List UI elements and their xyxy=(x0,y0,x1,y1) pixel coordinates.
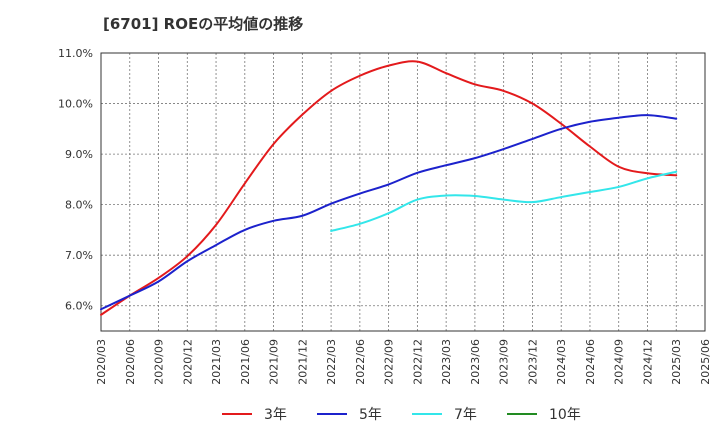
series-line-1 xyxy=(100,60,678,316)
x-tick-label: 2022/09 xyxy=(383,339,396,385)
x-tick-label: 2023/12 xyxy=(526,339,539,385)
y-tick-label: 8.0% xyxy=(65,199,93,212)
x-tick-label: 2023/09 xyxy=(498,339,511,385)
series-line-3 xyxy=(330,170,678,232)
legend-label-2: 5年 xyxy=(359,407,382,423)
legend-label-4: 10年 xyxy=(549,407,581,423)
y-tick-label: 11.0% xyxy=(58,47,93,60)
y-axis-tick-labels: 6.0% 7.0% 8.0% 9.0% 10.0% 11.0% xyxy=(58,47,93,313)
x-tick-label: 2024/12 xyxy=(641,339,654,385)
x-tick-label: 2021/03 xyxy=(210,339,223,385)
x-tick-label: 2022/03 xyxy=(325,339,338,385)
x-tick-label: 2023/06 xyxy=(469,339,482,385)
y-tick-label: 6.0% xyxy=(65,300,93,313)
legend-label-3: 7年 xyxy=(454,407,477,423)
x-tick-label: 2021/12 xyxy=(296,339,309,385)
x-tick-label: 2021/09 xyxy=(268,339,281,385)
x-tick-label: 2025/06 xyxy=(699,339,712,385)
x-tick-label: 2024/09 xyxy=(613,339,626,385)
x-tick-label: 2023/03 xyxy=(440,339,453,385)
x-tick-label: 2020/03 xyxy=(95,339,108,385)
x-tick-label: 2020/09 xyxy=(153,339,166,385)
x-tick-label: 2021/06 xyxy=(239,339,252,385)
plot-background xyxy=(101,53,705,331)
x-tick-label: 2020/06 xyxy=(124,339,137,385)
series-line-2 xyxy=(100,114,678,311)
x-tick-label: 2022/12 xyxy=(411,339,424,385)
grid-lines xyxy=(101,53,705,331)
x-tick-label: 2022/06 xyxy=(354,339,367,385)
y-tick-label: 7.0% xyxy=(65,249,93,262)
y-tick-label: 10.0% xyxy=(58,98,93,111)
legend-label-1: 3年 xyxy=(264,407,287,423)
y-tick-label: 9.0% xyxy=(65,148,93,161)
x-tick-label: 2024/06 xyxy=(584,339,597,385)
series-lines xyxy=(100,60,678,316)
plot-frame xyxy=(100,52,706,332)
x-tick-label: 2020/12 xyxy=(181,339,194,385)
chart-title: [6701] ROEの平均値の推移 xyxy=(103,15,304,33)
x-tick-label: 2025/03 xyxy=(670,339,683,385)
x-tick-label: 2024/03 xyxy=(555,339,568,385)
x-axis-tick-labels: 2020/03 2020/06 2020/09 2020/12 2021/03 2021/… xyxy=(95,339,712,385)
legend: 3年 5年 7年 10年 xyxy=(222,407,581,423)
